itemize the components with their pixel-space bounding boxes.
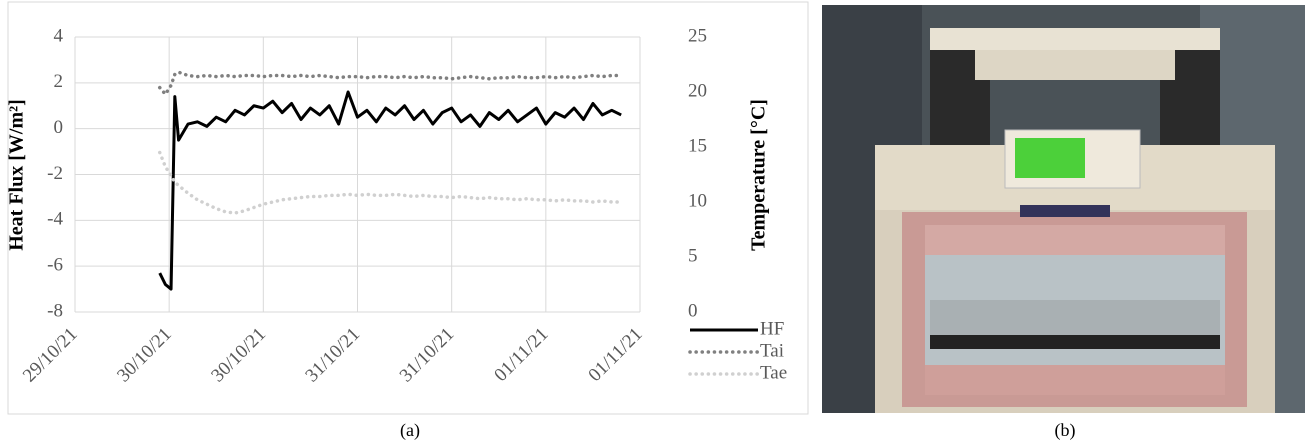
- y2-tick-label: 0: [688, 300, 698, 321]
- series-line: [158, 70, 623, 98]
- y2-axis-title: Temperature [°C]: [748, 99, 770, 251]
- series-line: [158, 90, 622, 291]
- y2-tick-label: 20: [688, 80, 707, 101]
- y2-tick-label: 5: [688, 245, 698, 266]
- caption: (a): [400, 420, 420, 441]
- y-axis-title: Heat Flux [W/m²]: [6, 99, 28, 251]
- y-tick-label: -6: [47, 255, 63, 276]
- y-tick-label: -8: [47, 300, 63, 321]
- photo: [822, 5, 1305, 413]
- caption: (b): [1055, 420, 1076, 441]
- legend-label: Tae: [760, 362, 787, 383]
- legend-label: Tai: [760, 340, 784, 361]
- series-line: [158, 150, 623, 215]
- y-tick-label: -2: [47, 163, 63, 184]
- y-tick-label: 0: [54, 117, 64, 138]
- y-tick-label: 4: [54, 25, 64, 46]
- legend-label: HF: [760, 318, 784, 339]
- chart-frame: [7, 1, 809, 415]
- y2-tick-label: 15: [688, 135, 707, 156]
- y-tick-label: 2: [54, 71, 64, 92]
- y2-tick-label: 10: [688, 190, 707, 211]
- y2-tick-label: 25: [688, 25, 707, 46]
- y-tick-label: -4: [47, 209, 63, 230]
